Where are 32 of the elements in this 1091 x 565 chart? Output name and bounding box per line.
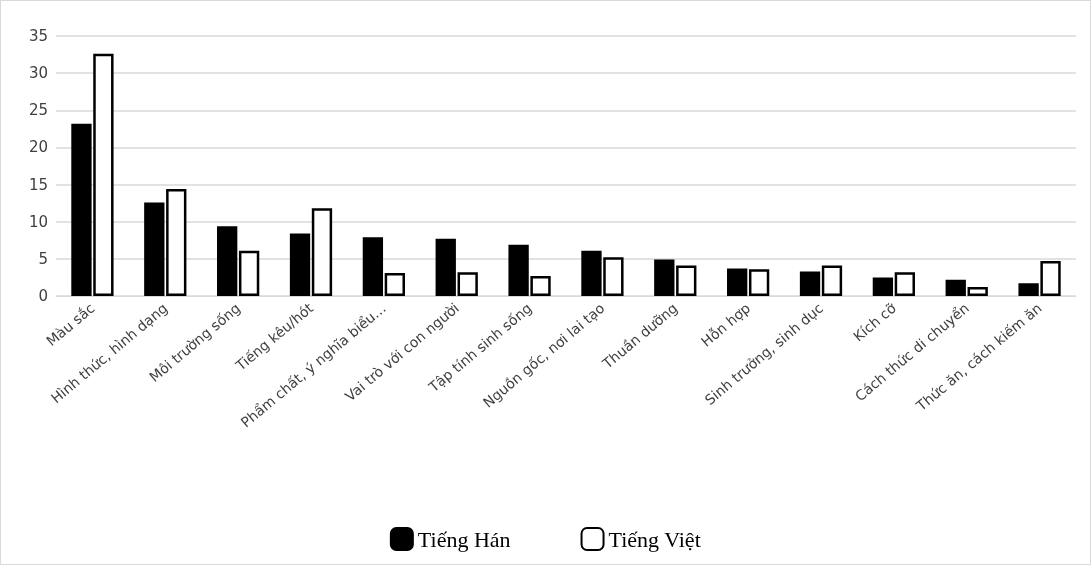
bar	[799, 271, 821, 296]
y-tick-label: 0	[38, 287, 48, 305]
bar	[748, 269, 770, 296]
bar	[654, 259, 675, 296]
bar	[311, 208, 333, 296]
bar	[821, 265, 843, 296]
bar	[894, 272, 915, 296]
bar	[217, 226, 238, 296]
y-tick-label: 5	[38, 249, 48, 268]
bar	[727, 268, 748, 296]
legend-label: Tiếng Việt	[608, 526, 701, 552]
x-tick-label: Kích cỡ	[850, 299, 900, 345]
bar	[144, 202, 165, 296]
bar	[457, 272, 478, 296]
bar	[166, 189, 187, 296]
x-tick-label: Hỗn hợp	[698, 299, 754, 350]
y-tick-label: 15	[28, 175, 48, 194]
bar	[945, 279, 966, 296]
bar	[676, 265, 697, 296]
bar	[289, 233, 311, 296]
bar	[384, 272, 405, 296]
y-tick-label: 20	[28, 138, 48, 157]
y-tick-label: 25	[28, 101, 48, 120]
legend-label: Tiếng Hán	[417, 526, 511, 552]
bar	[967, 287, 988, 296]
y-tick-label: 10	[28, 212, 48, 231]
bar	[872, 277, 894, 296]
bar	[238, 250, 260, 296]
bar	[435, 238, 456, 296]
y-tick-label: 35	[28, 27, 48, 45]
y-tick-label: 30	[28, 64, 48, 83]
bar	[362, 237, 384, 296]
